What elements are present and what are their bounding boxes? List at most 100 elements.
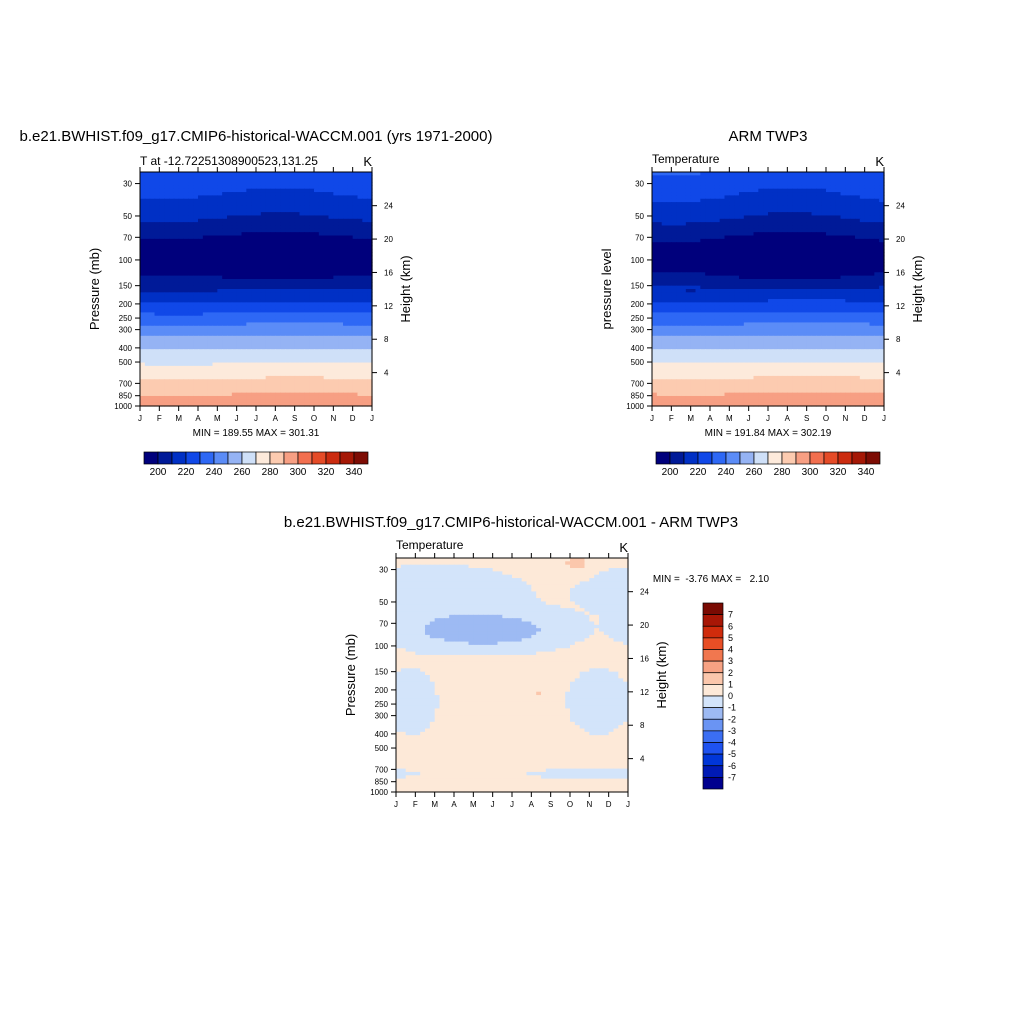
field-cell bbox=[169, 235, 175, 240]
field-cell bbox=[144, 228, 151, 233]
field-cell bbox=[178, 389, 185, 394]
field-cell bbox=[222, 309, 228, 313]
field-cell bbox=[289, 215, 296, 220]
field-cell bbox=[202, 188, 209, 193]
field-cell bbox=[265, 389, 272, 394]
field-cell bbox=[241, 192, 247, 196]
field-cell bbox=[256, 192, 262, 196]
field-cell bbox=[144, 175, 151, 180]
field-cell bbox=[275, 299, 281, 303]
field-cell bbox=[739, 172, 745, 176]
field-cell bbox=[241, 248, 247, 253]
field-cell bbox=[347, 202, 354, 207]
field-cell bbox=[246, 272, 252, 277]
field-cell bbox=[343, 172, 349, 176]
field-cell bbox=[343, 325, 349, 330]
field-cell bbox=[188, 235, 194, 240]
field-cell bbox=[357, 262, 363, 267]
field-cell bbox=[299, 212, 305, 217]
field-cell bbox=[343, 372, 349, 377]
field-cell bbox=[183, 172, 189, 176]
field-cell bbox=[212, 272, 218, 277]
field-cell bbox=[299, 335, 305, 340]
field-cell bbox=[323, 392, 330, 397]
colorbar-swatch bbox=[185, 451, 201, 465]
field-cell bbox=[256, 272, 262, 277]
field-cell bbox=[357, 268, 363, 273]
field-cell bbox=[183, 345, 189, 350]
field-cell bbox=[656, 188, 663, 193]
field-cell bbox=[198, 258, 204, 263]
field-cell bbox=[294, 232, 301, 237]
field-cell bbox=[217, 242, 223, 247]
field-cell bbox=[367, 232, 373, 237]
field-cell bbox=[222, 329, 228, 334]
field-cell bbox=[270, 315, 276, 320]
field-cell bbox=[309, 172, 315, 176]
field-cell bbox=[198, 402, 204, 407]
field-cell bbox=[256, 218, 262, 223]
field-cell bbox=[367, 332, 373, 337]
field-cell bbox=[222, 202, 228, 207]
field-cell bbox=[222, 402, 228, 407]
field-cell bbox=[695, 188, 701, 193]
field-cell bbox=[328, 222, 334, 227]
field-cell bbox=[169, 382, 175, 387]
field-cell bbox=[700, 172, 706, 176]
field-cell bbox=[338, 265, 344, 270]
field-cell bbox=[222, 372, 228, 377]
field-cell bbox=[280, 362, 286, 367]
field-cell bbox=[173, 198, 180, 203]
field-cell bbox=[362, 185, 368, 190]
field-cell bbox=[178, 272, 185, 277]
field-cell bbox=[801, 172, 808, 176]
field-cell bbox=[256, 188, 262, 193]
field-cell bbox=[362, 212, 368, 217]
field-cell bbox=[681, 258, 687, 263]
field-cell bbox=[652, 175, 658, 180]
field-cell bbox=[338, 362, 344, 367]
field-cell bbox=[328, 299, 334, 303]
field-cell bbox=[710, 212, 716, 217]
field-cell bbox=[236, 235, 243, 240]
field-cell bbox=[251, 395, 257, 400]
field-cell bbox=[289, 242, 296, 247]
field-cell bbox=[347, 208, 354, 213]
field-cell bbox=[314, 272, 320, 277]
field-cell bbox=[309, 312, 315, 317]
field-cell bbox=[169, 312, 175, 317]
field-cell bbox=[222, 222, 228, 227]
field-cell bbox=[714, 222, 721, 227]
field-cell bbox=[251, 202, 257, 207]
field-cell bbox=[198, 285, 204, 290]
field-cell bbox=[246, 202, 252, 207]
field-cell bbox=[280, 175, 286, 180]
field-cell bbox=[314, 178, 320, 183]
field-cell bbox=[275, 185, 281, 190]
field-cell bbox=[173, 202, 180, 207]
field-cell bbox=[821, 268, 827, 273]
field-cell bbox=[169, 182, 175, 186]
field-cell bbox=[251, 195, 257, 200]
field-cell bbox=[154, 379, 160, 384]
field-cell bbox=[724, 268, 730, 273]
field-cell bbox=[202, 359, 209, 364]
field-cell bbox=[241, 385, 247, 390]
field-cell bbox=[314, 212, 320, 217]
field-cell bbox=[193, 402, 199, 407]
field-cell bbox=[140, 225, 146, 230]
field-cell bbox=[652, 222, 658, 227]
field-cell bbox=[256, 198, 262, 203]
field-cell bbox=[314, 188, 320, 193]
field-cell bbox=[265, 325, 272, 330]
field-cell bbox=[314, 402, 320, 407]
field-cell bbox=[236, 242, 243, 247]
field-cell bbox=[173, 232, 180, 237]
field-cell bbox=[309, 228, 315, 233]
field-cell bbox=[173, 315, 180, 320]
field-cell bbox=[144, 262, 151, 267]
field-cell bbox=[299, 389, 305, 394]
field-cell bbox=[787, 198, 793, 203]
field-cell bbox=[260, 355, 267, 360]
field-cell bbox=[690, 198, 697, 203]
